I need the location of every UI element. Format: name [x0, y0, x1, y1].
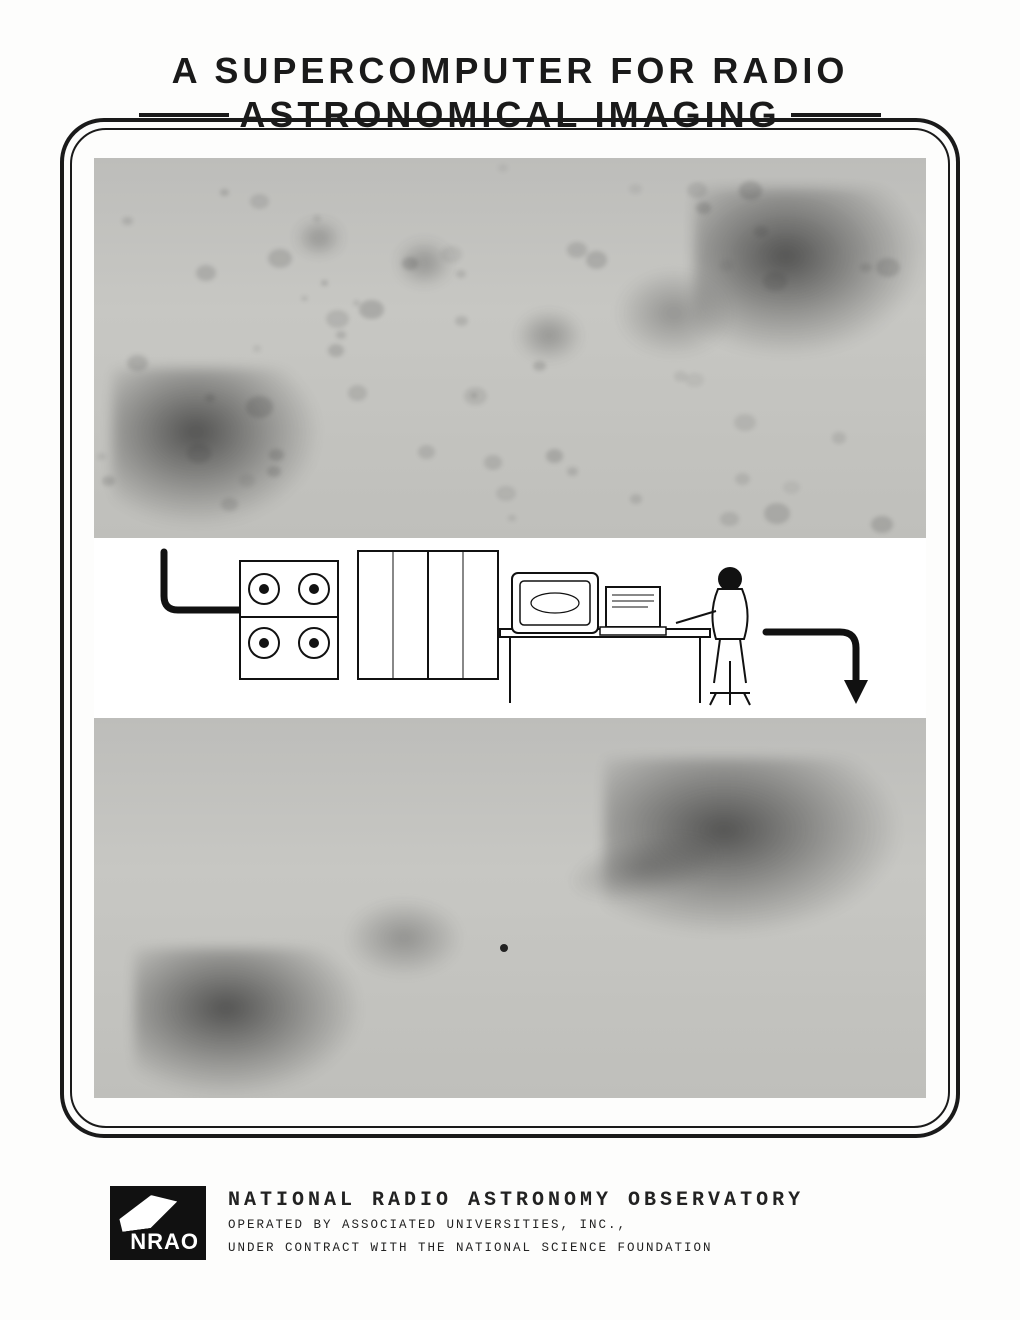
frame-inner — [70, 128, 950, 1128]
process-diagram-panel — [94, 538, 926, 718]
logo-acronym: NRAO — [130, 1229, 199, 1255]
footer-sub-2: UNDER CONTRACT WITH THE NATIONAL SCIENCE… — [228, 1239, 804, 1258]
frame-outer — [60, 118, 960, 1138]
title-rule-right — [791, 113, 881, 117]
mainframe-icon — [358, 551, 498, 679]
output-arrow-icon — [760, 612, 880, 712]
footer-text: NATIONAL RADIO ASTRONOMY OBSERVATORY OPE… — [228, 1189, 804, 1258]
title-rule-left — [139, 113, 229, 117]
title-block: A SUPERCOMPUTER FOR RADIO ASTRONOMICAL I… — [60, 50, 960, 136]
org-name: NATIONAL RADIO ASTRONOMY OBSERVATORY — [228, 1189, 804, 1212]
nrao-logo: NRAO — [110, 1186, 206, 1260]
center-point — [500, 944, 508, 952]
desk-icon — [500, 629, 710, 703]
title-line-2: ASTRONOMICAL IMAGING — [239, 94, 780, 136]
footer-sub-1: OPERATED BY ASSOCIATED UNIVERSITIES, INC… — [228, 1216, 804, 1235]
raw-image-panel — [94, 158, 926, 538]
processed-image-panel — [94, 718, 926, 1098]
supercomputer-illustration — [230, 543, 790, 713]
footer: NRAO NATIONAL RADIO ASTRONOMY OBSERVATOR… — [110, 1186, 804, 1260]
title-line-1: A SUPERCOMPUTER FOR RADIO — [60, 50, 960, 92]
title-line-2-wrap: ASTRONOMICAL IMAGING — [60, 94, 960, 136]
speckle-field — [94, 158, 926, 538]
nebula-wisp — [344, 898, 464, 978]
terminal-icon — [600, 587, 666, 635]
crt-monitor-icon — [512, 573, 598, 633]
document-page: A SUPERCOMPUTER FOR RADIO ASTRONOMICAL I… — [0, 0, 1020, 1320]
nebula-blob — [134, 948, 364, 1098]
tape-drives-icon — [240, 561, 338, 679]
